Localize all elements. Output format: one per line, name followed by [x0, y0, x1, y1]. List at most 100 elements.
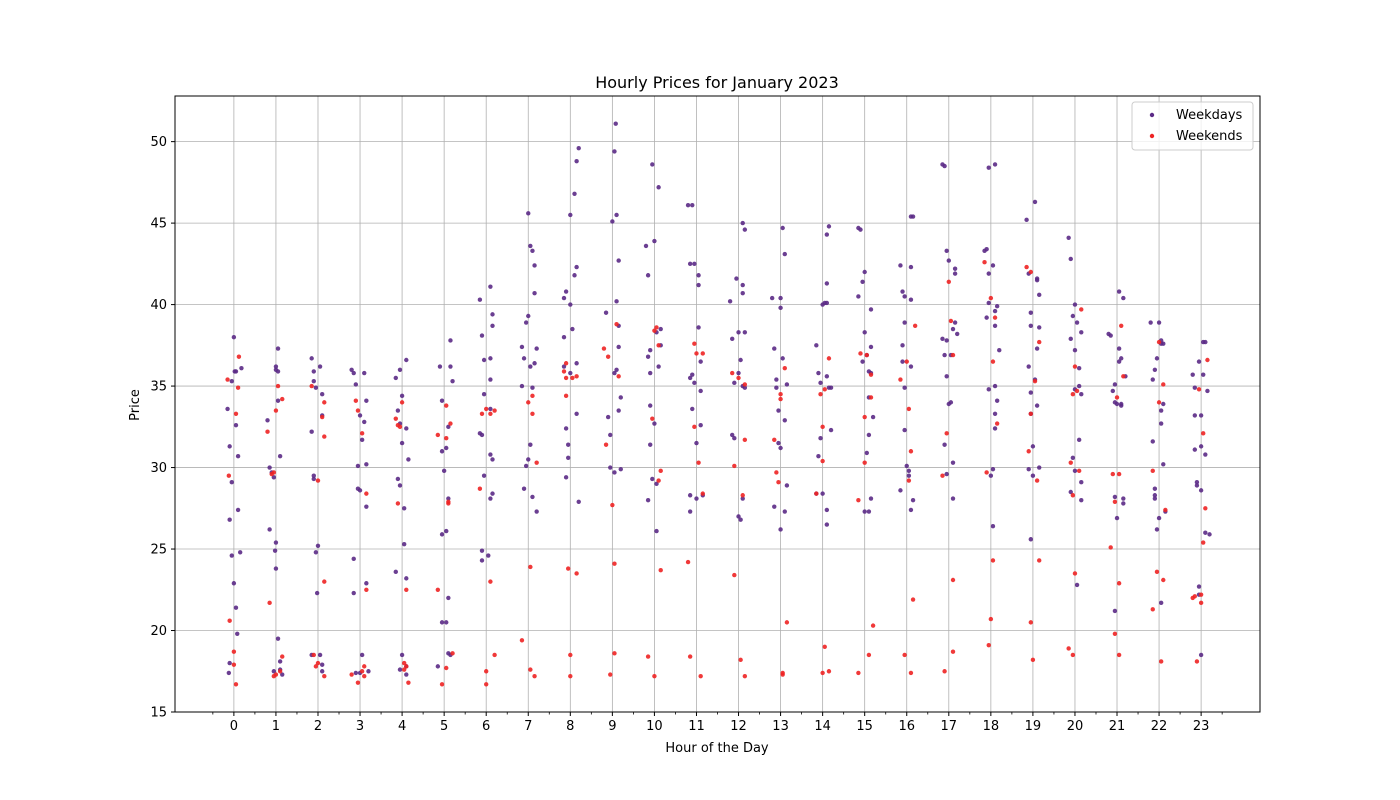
data-point-weekdays — [570, 326, 575, 332]
data-point-weekdays — [273, 364, 279, 369]
data-point-weekdays — [605, 414, 611, 420]
data-point-weekdays — [654, 481, 659, 487]
data-point-weekends — [862, 414, 867, 420]
data-point-weekdays — [1030, 444, 1036, 449]
data-point-weekends — [950, 649, 956, 654]
data-point-weekends — [526, 400, 531, 405]
data-point-weekends — [362, 673, 367, 679]
data-point-weekdays — [272, 548, 278, 553]
data-point-weekdays — [690, 202, 695, 208]
data-point-weekdays — [740, 220, 745, 226]
data-point-weekends — [990, 359, 996, 364]
data-point-weekends — [353, 398, 359, 403]
x-tick-label: 22 — [1151, 719, 1168, 734]
data-point-weekdays — [488, 406, 493, 412]
data-point-weekdays — [1198, 413, 1204, 418]
data-point-weekdays — [1079, 330, 1084, 335]
data-point-weekdays — [818, 436, 823, 441]
data-point-weekdays — [530, 248, 535, 254]
data-point-weekends — [446, 499, 451, 504]
data-point-weekdays — [698, 388, 703, 394]
data-point-weekdays — [616, 258, 621, 263]
data-point-weekends — [574, 374, 579, 379]
data-point-weekdays — [446, 424, 451, 430]
data-point-weekends — [776, 480, 781, 485]
data-point-weekends — [1196, 387, 1202, 392]
data-point-weekdays — [233, 605, 239, 610]
data-point-weekends — [435, 587, 441, 592]
data-point-weekends — [364, 491, 369, 496]
data-point-weekdays — [532, 263, 537, 268]
data-point-weekdays — [349, 367, 354, 372]
x-tick-label: 5 — [440, 719, 448, 734]
data-point-weekends — [267, 600, 272, 606]
legend-label-weekdays: Weekdays — [1176, 108, 1243, 123]
data-point-weekdays — [439, 620, 445, 625]
data-point-weekdays — [486, 553, 491, 558]
data-point-weekdays — [740, 282, 745, 288]
data-point-weekends — [1150, 468, 1155, 474]
x-tick-label: 10 — [646, 719, 663, 734]
data-point-weekends — [401, 660, 407, 666]
data-point-weekdays — [395, 408, 401, 413]
data-point-weekends — [650, 416, 655, 421]
data-point-weekdays — [1156, 320, 1162, 325]
data-point-weekdays — [1026, 466, 1031, 472]
data-point-weekdays — [446, 496, 451, 501]
data-point-weekdays — [778, 305, 783, 311]
data-point-weekends — [534, 460, 539, 465]
y-tick-label: 30 — [150, 461, 167, 476]
data-point-weekdays — [698, 422, 703, 428]
data-point-weekends — [235, 385, 241, 390]
data-point-weekdays — [393, 375, 398, 381]
data-point-weekends — [814, 491, 819, 496]
data-point-weekdays — [727, 299, 733, 304]
data-point-weekends — [614, 321, 619, 327]
data-point-weekends — [322, 673, 327, 679]
legend-marker-weekends — [1149, 133, 1155, 139]
data-point-weekdays — [986, 387, 991, 392]
data-point-weekdays — [738, 517, 743, 522]
data-point-weekends — [227, 618, 232, 623]
data-point-weekdays — [1150, 439, 1155, 444]
data-point-weekdays — [740, 290, 745, 296]
data-point-weekends — [856, 497, 861, 503]
data-point-weekdays — [351, 590, 356, 596]
data-point-weekdays — [904, 463, 909, 469]
data-point-weekends — [782, 365, 787, 371]
data-point-weekdays — [572, 273, 577, 278]
data-point-weekdays — [267, 465, 272, 470]
data-point-weekends — [950, 352, 956, 358]
data-point-weekdays — [576, 145, 581, 151]
data-point-weekdays — [616, 344, 621, 350]
data-point-weekdays — [824, 522, 830, 527]
data-point-weekends — [315, 660, 321, 666]
data-point-weekends — [685, 559, 691, 565]
data-point-weekends — [401, 667, 407, 672]
data-point-weekdays — [404, 357, 409, 363]
data-point-weekdays — [942, 163, 947, 169]
data-point-weekdays — [532, 361, 537, 366]
x-tick-label: 8 — [566, 719, 574, 734]
data-point-weekdays — [866, 369, 872, 374]
data-point-weekends — [864, 352, 869, 358]
data-point-weekdays — [481, 392, 487, 397]
data-point-weekends — [862, 460, 867, 465]
data-point-weekdays — [948, 400, 954, 405]
data-point-weekends — [784, 620, 790, 625]
data-point-weekdays — [404, 426, 409, 431]
data-point-weekends — [856, 670, 861, 676]
data-point-weekdays — [448, 338, 453, 343]
data-point-weekdays — [397, 367, 403, 372]
legend: Weekdays Weekends — [1131, 101, 1254, 151]
data-point-weekdays — [986, 165, 991, 170]
data-point-weekends — [778, 396, 783, 402]
data-point-weekdays — [818, 380, 823, 386]
data-point-weekdays — [576, 499, 581, 504]
data-point-weekdays — [1070, 313, 1076, 319]
data-point-weekends — [280, 396, 285, 402]
data-point-weekdays — [528, 442, 533, 447]
data-point-weekdays — [656, 364, 661, 369]
data-point-weekdays — [1192, 385, 1198, 390]
data-point-weekdays — [1032, 199, 1038, 205]
